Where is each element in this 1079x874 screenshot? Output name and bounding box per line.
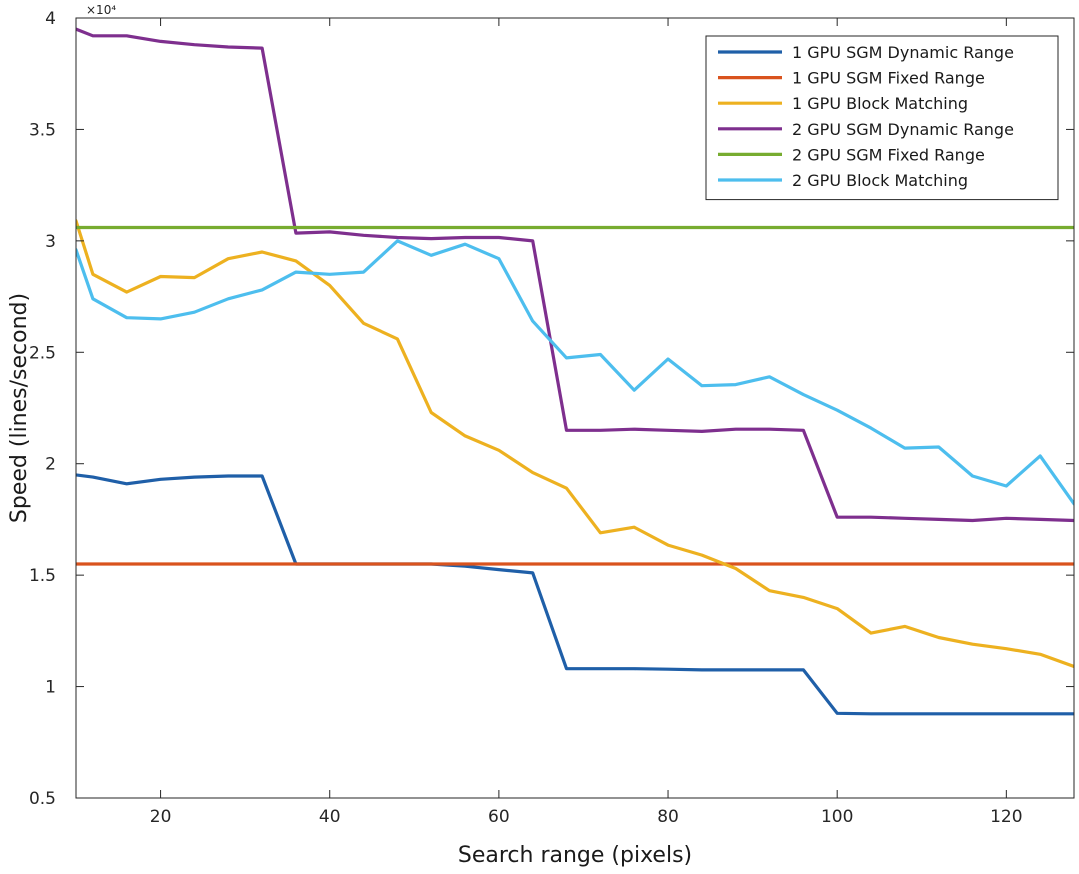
x-tick-label: 60 [488, 807, 510, 827]
series-line-6 [76, 239, 1074, 506]
series-layer [76, 27, 1074, 716]
legend-label-2: 1 GPU SGM Fixed Range [792, 69, 985, 88]
axis-ticks: 20 40 60 80 100 120 0.5 1 1.5 2 2.5 3 3.5 4 [29, 9, 1074, 827]
x-axis-label: Search range (pixels) [458, 843, 692, 868]
legend-label-3: 1 GPU Block Matching [792, 94, 968, 113]
y-tick-label: 1.5 [29, 566, 56, 586]
legend-label-1: 1 GPU SGM Dynamic Range [792, 43, 1014, 62]
y-tick-label: 0.5 [29, 789, 56, 809]
y-tick-label: 4 [45, 9, 56, 29]
y-tick-label: 2.5 [29, 343, 56, 363]
legend-label-5: 2 GPU SGM Fixed Range [792, 145, 985, 164]
x-tick-label: 20 [150, 807, 172, 827]
y-axis-label: Speed (lines/second) [7, 293, 32, 523]
y-axis-exponent-label: ×10⁴ [86, 3, 116, 17]
plot-area-frame [75, 17, 1075, 799]
x-tick-label: 120 [990, 807, 1022, 827]
y-tick-label: 3.5 [29, 120, 56, 140]
y-tick-label: 2 [45, 455, 56, 475]
y-tick-label: 1 [45, 678, 56, 698]
x-tick-label: 80 [657, 807, 679, 827]
series-line-4 [76, 27, 1074, 523]
x-tick-label: 100 [821, 807, 853, 827]
legend-label-4: 2 GPU SGM Dynamic Range [792, 120, 1014, 139]
legend-label-6: 2 GPU Block Matching [792, 171, 968, 190]
legend-box [705, 35, 1059, 201]
y-tick-label: 3 [45, 232, 56, 252]
legend: 1 GPU SGM Dynamic Range 1 GPU SGM Fixed R… [705, 35, 1059, 201]
series-line-1 [76, 473, 1074, 716]
series-line-3 [76, 219, 1074, 669]
x-tick-label: 40 [319, 807, 341, 827]
